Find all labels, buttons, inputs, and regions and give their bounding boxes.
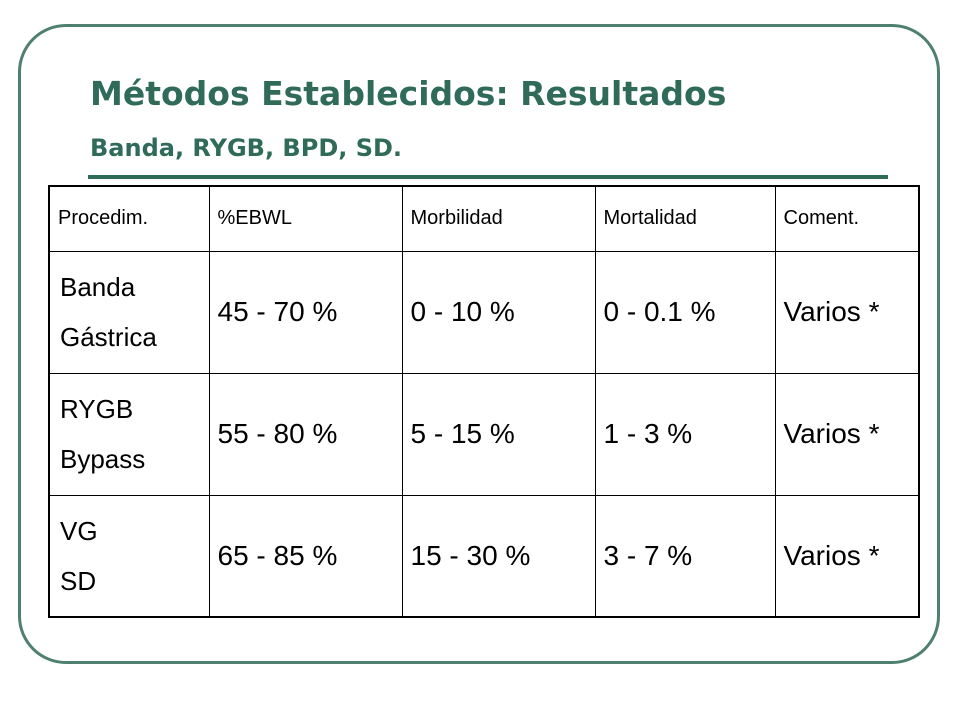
results-table: Procedim. %EBWL Morbilidad Mortalidad Co… [48, 185, 920, 618]
procedure-cell: VG SD [48, 494, 210, 618]
coment-cell: Varios * [774, 250, 920, 374]
table-header-row: Procedim. %EBWL Morbilidad Mortalidad Co… [48, 185, 920, 252]
mortalidad-cell: 3 - 7 % [594, 494, 776, 618]
title-underline [88, 175, 888, 179]
header-comentarios: Coment. [774, 185, 920, 252]
procedure-line-1: RYGB [60, 394, 134, 424]
morbilidad-cell: 5 - 15 % [401, 372, 596, 496]
procedure-line-2: Gástrica [60, 322, 157, 352]
morbilidad-cell: 0 - 10 % [401, 250, 596, 374]
procedure-line-2: Bypass [60, 444, 146, 474]
mortalidad-cell: 0 - 0.1 % [594, 250, 776, 374]
ebwl-cell: 45 - 70 % [208, 250, 403, 374]
procedure-line-1: VG [60, 515, 98, 546]
header-ebwl: %EBWL [208, 185, 403, 252]
slide-subtitle: Banda, RYGB, BPD, SD. [90, 134, 403, 162]
header-morbilidad: Morbilidad [401, 185, 596, 252]
procedure-line-1: Banda [60, 272, 136, 302]
table-row: VG SD 65 - 85 % 15 - 30 % 3 - 7 % Varios… [48, 494, 920, 618]
coment-cell: Varios * [774, 372, 920, 496]
mortalidad-cell: 1 - 3 % [594, 372, 776, 496]
table-row: Banda Gástrica 45 - 70 % 0 - 10 % 0 - 0.… [48, 250, 920, 374]
ebwl-cell: 65 - 85 % [208, 494, 403, 618]
ebwl-cell: 55 - 80 % [208, 372, 403, 496]
procedure-cell: Banda Gástrica [48, 250, 210, 374]
morbilidad-cell: 15 - 30 % [401, 494, 596, 618]
slide-title: Métodos Establecidos: Resultados [90, 74, 727, 113]
header-procedimiento: Procedim. [48, 185, 210, 252]
procedure-cell: RYGB Bypass [48, 372, 210, 496]
header-mortalidad: Mortalidad [594, 185, 776, 252]
table-row: RYGB Bypass 55 - 80 % 5 - 15 % 1 - 3 % V… [48, 372, 920, 496]
slide-frame [18, 24, 940, 664]
procedure-line-2: SD [60, 565, 97, 596]
coment-cell: Varios * [774, 494, 920, 618]
